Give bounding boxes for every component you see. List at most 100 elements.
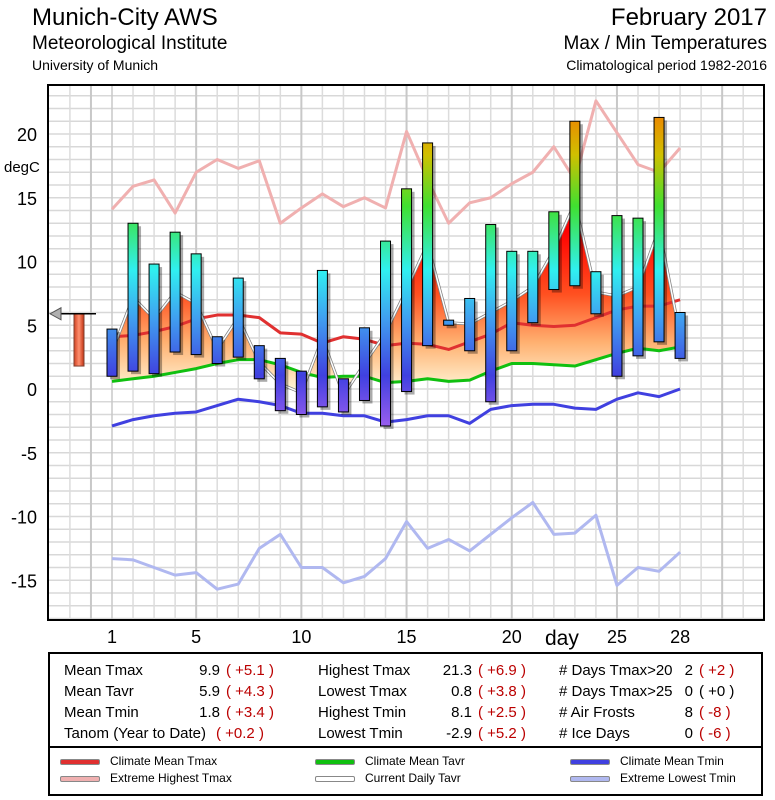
y-tick-label: 5 (27, 316, 37, 336)
day-bar-4 (169, 231, 181, 353)
legend-label: Extreme Lowest Tmin (620, 771, 736, 785)
stat-label: Tanom (Year to Date) (64, 725, 207, 742)
stat-label: Highest Tmin (318, 704, 407, 721)
y-tick-label: -5 (21, 444, 37, 464)
stat-label: Lowest Tmin (318, 725, 403, 742)
mean-tavr-arrow-icon (48, 306, 62, 321)
x-tick-label: 25 (607, 627, 627, 647)
day-bar-17 (443, 319, 455, 326)
x-tick-label: 20 (502, 627, 522, 647)
institute-name: Meteorological Institute (32, 33, 228, 54)
x-tick-label: 1 (107, 627, 117, 647)
stat-label: # Days Tmax>20 (559, 662, 673, 679)
legend-swatch (315, 759, 355, 765)
month-title: February 2017 (610, 4, 767, 31)
stat-anomaly: ( +2 ) (699, 662, 735, 679)
chart-subtitle: Max / Min Temperatures (563, 33, 767, 54)
day-bar-11 (316, 269, 328, 408)
x-tick-label: 10 (291, 627, 311, 647)
climate-period: Climatological period 1982-2016 (566, 57, 767, 73)
legend-label: Climate Mean Tavr (365, 754, 465, 768)
stat-value: 2 (684, 662, 693, 679)
station-title: Munich-City AWS (32, 4, 218, 31)
stat-label: # Ice Days (559, 725, 630, 742)
day-bar-15 (401, 188, 413, 393)
stat-value: 0 (684, 725, 693, 742)
legend-label: Extreme Highest Tmax (110, 771, 232, 785)
stat-anomaly: ( +0 ) (699, 683, 735, 700)
series-line-current-daily-tavr (111, 200, 681, 398)
stat-anomaly: ( +3.4 ) (226, 704, 274, 721)
stat-value: 8.1 (451, 704, 472, 721)
x-axis-label: day (545, 627, 579, 650)
series-line-extreme-lowest-tmin (111, 500, 682, 591)
stat-label: # Air Frosts (559, 704, 635, 721)
day-bar-8 (253, 345, 265, 380)
series-line-climate-mean-tmax (111, 298, 681, 351)
legend-swatch (570, 759, 610, 765)
day-bar-23 (569, 120, 581, 287)
stat-label: Mean Tmax (64, 662, 143, 679)
stat-anomaly: ( +4.3 ) (226, 683, 274, 700)
stat-anomaly: ( +5.2 ) (478, 725, 526, 742)
x-tick-label: 28 (670, 627, 690, 647)
day-bar-10 (295, 370, 307, 415)
series-line-climate-mean-tmin (111, 387, 681, 428)
day-bar-18 (464, 297, 476, 352)
stat-value: 9.9 (199, 662, 220, 679)
day-bar-16 (422, 142, 434, 347)
x-tick-label: 15 (397, 627, 417, 647)
stat-label: Highest Tmax (318, 662, 411, 679)
day-bar-24 (590, 271, 602, 315)
stat-value: 5.9 (199, 683, 220, 700)
legend-swatch (315, 776, 355, 782)
day-bar-9 (274, 357, 286, 412)
stat-anomaly: ( -6 ) (699, 725, 731, 742)
stat-value: 8 (684, 704, 693, 721)
stat-anomaly: ( -8 ) (699, 704, 731, 721)
stat-label: # Days Tmax>25 (559, 683, 673, 700)
y-tick-label: 10 (17, 253, 37, 273)
tavr-anomaly-area (112, 202, 681, 396)
day-bar-1 (106, 328, 118, 377)
day-bar-12 (337, 378, 349, 413)
day-bar-27 (653, 116, 665, 343)
legend-label: Climate Mean Tmax (110, 754, 218, 768)
y-axis-label: degC (4, 159, 40, 176)
stat-value: 21.3 (442, 662, 472, 679)
stat-value: -2.9 (446, 725, 472, 742)
y-tick-label: 20 (17, 125, 37, 145)
stat-anomaly: ( +3.8 ) (478, 683, 526, 700)
x-tick-label: 5 (191, 627, 201, 647)
stat-anomaly: ( +2.5 ) (478, 704, 526, 721)
day-bar-3 (148, 263, 160, 375)
day-bar-14 (380, 240, 392, 427)
stat-value: 0.8 (451, 683, 472, 700)
legend-label: Current Daily Tavr (365, 771, 461, 785)
legend-swatch (570, 776, 610, 782)
stat-label: Mean Tmin (64, 704, 139, 721)
day-bar-21 (527, 250, 539, 324)
stat-label: Mean Tavr (64, 683, 134, 700)
university-name: University of Munich (32, 57, 159, 73)
stat-value: 1.8 (199, 704, 220, 721)
series-line-extreme-highest-tmax (110, 99, 682, 225)
day-bar-28 (674, 312, 686, 359)
stat-anomaly: ( +6.9 ) (478, 662, 526, 679)
day-bar-19 (485, 224, 497, 403)
statistics-panel: Mean Tmax 9.9 ( +5.1 ) Mean Tavr 5.9 ( +4.3 )… (48, 652, 763, 748)
monthly-mean-bar (73, 313, 85, 367)
plot-frame (47, 84, 765, 621)
stat-anomaly: ( +0.2 ) (216, 725, 264, 742)
legend: Climate Mean Tmax Climate Mean Tavr Climat… (48, 746, 763, 796)
day-bar-25 (611, 215, 623, 377)
y-tick-label: 15 (17, 189, 37, 209)
day-bar-13 (358, 327, 370, 401)
stat-value: 0 (684, 683, 693, 700)
day-bar-26 (632, 217, 644, 357)
series-line-climate-mean-tavr (111, 345, 681, 385)
day-bar-7 (232, 277, 244, 358)
legend-swatch (60, 776, 100, 782)
